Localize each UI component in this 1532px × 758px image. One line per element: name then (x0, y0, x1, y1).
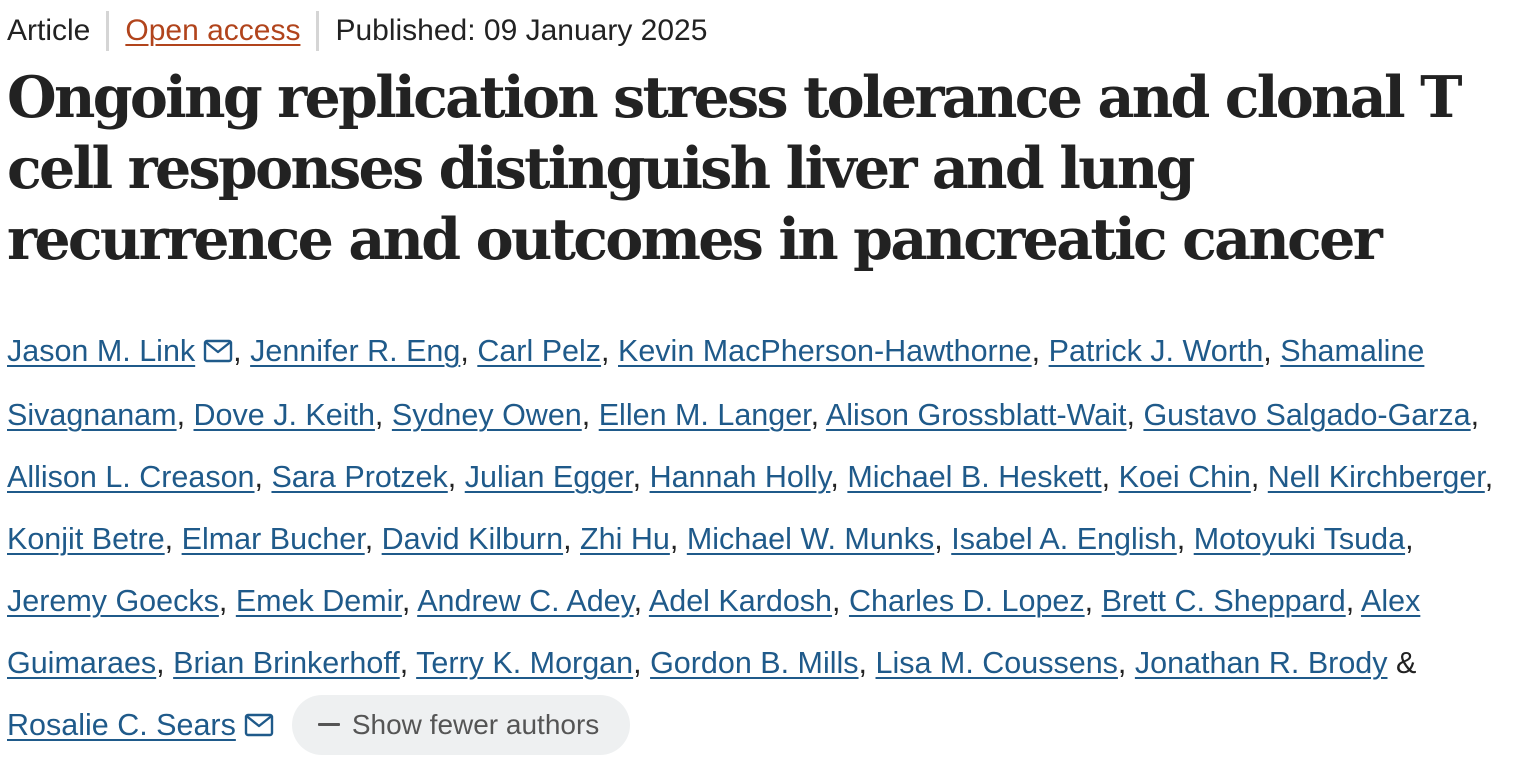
author-separator: , (164, 522, 182, 556)
author-separator: , (1484, 460, 1494, 494)
author-separator: , (1345, 584, 1361, 618)
author-link[interactable]: Adel Kardosh (648, 584, 833, 618)
author-separator: , (601, 334, 618, 368)
author-separator: , (1101, 460, 1119, 494)
author-separator: , (176, 398, 194, 432)
author-separator: , (633, 646, 651, 680)
author-separator: , (218, 584, 236, 618)
author-link[interactable]: Zhi Hu (580, 522, 670, 556)
author-link[interactable]: Dove J. Keith (193, 398, 375, 432)
author-link[interactable]: Brett C. Sheppard (1101, 584, 1346, 618)
author-link[interactable]: Shamaline Sivagnanam (7, 334, 1425, 432)
author-separator: , (832, 584, 849, 618)
author-link[interactable]: Allison L. Creason (7, 460, 255, 494)
author-separator: & (1387, 646, 1417, 680)
article-title: Ongoing replication stress tolerance and… (7, 64, 1463, 273)
email-icon[interactable] (203, 322, 233, 384)
show-fewer-authors-button[interactable]: Show fewer authors (291, 694, 631, 755)
author-link[interactable]: David Kilburn (381, 522, 564, 556)
author-link[interactable]: Isabel A. English (951, 522, 1177, 556)
author-link[interactable]: Jason M. Link (7, 334, 196, 368)
author-separator: , (460, 334, 478, 368)
author-separator: , (1084, 584, 1102, 618)
author-separator: , (563, 522, 581, 556)
published-date: Published: 09 January 2025 (335, 14, 708, 47)
author-separator: , (374, 398, 392, 432)
author-link[interactable]: Koei Chin (1118, 460, 1251, 494)
article-meta: Article Open access Published: 09 Januar… (7, 0, 1532, 62)
author-separator: , (1126, 398, 1144, 432)
show-fewer-authors-label: Show fewer authors (351, 708, 600, 740)
author-link[interactable]: Elmar Bucher (181, 522, 365, 556)
author-link[interactable]: Alison Grossblatt-Wait (825, 398, 1127, 432)
author-separator: , (254, 460, 272, 494)
author-link[interactable]: Terry K. Morgan (416, 646, 634, 680)
article-type: Article (7, 14, 91, 47)
author-link[interactable]: Michael B. Heskett (847, 460, 1102, 494)
author-separator: , (830, 460, 848, 494)
author-separator: , (1405, 522, 1414, 556)
author-link[interactable]: Hannah Holly (649, 460, 831, 494)
author-separator: , (1263, 334, 1281, 368)
author-separator: , (447, 460, 465, 494)
author-link[interactable]: Sara Protzek (271, 460, 448, 494)
author-link[interactable]: Carl Pelz (477, 334, 602, 368)
author-separator: , (581, 398, 599, 432)
author-link[interactable]: Jeremy Goecks (7, 584, 219, 618)
open-access-link[interactable]: Open access (125, 14, 301, 47)
author-separator: , (934, 522, 952, 556)
minus-icon (317, 723, 340, 727)
meta-divider (106, 11, 110, 51)
author-separator: , (633, 584, 649, 618)
author-link[interactable]: Charles D. Lopez (848, 584, 1085, 618)
author-separator: , (401, 584, 418, 618)
email-icon[interactable] (244, 696, 274, 758)
author-link[interactable]: Jonathan R. Brody (1134, 646, 1388, 680)
author-link[interactable]: Kevin MacPherson-Hawthorne (618, 334, 1032, 368)
author-link[interactable]: Gordon B. Mills (650, 646, 859, 680)
author-link[interactable]: Motoyuki Tsuda (1193, 522, 1406, 556)
author-link[interactable]: Patrick J. Worth (1048, 334, 1264, 368)
author-link[interactable]: Konjit Betre (7, 522, 165, 556)
author-separator: , (669, 522, 687, 556)
author-separator: , (810, 398, 826, 432)
author-separator: , (632, 460, 650, 494)
author-link[interactable]: Michael W. Munks (686, 522, 935, 556)
author-separator: , (1117, 646, 1135, 680)
author-link[interactable]: Emek Demir (235, 584, 402, 618)
author-separator: , (1250, 460, 1268, 494)
author-link[interactable]: Jennifer R. Eng (250, 334, 461, 368)
author-link[interactable]: Gustavo Salgado-Garza (1143, 398, 1471, 432)
author-separator: , (364, 522, 382, 556)
author-link[interactable]: Andrew C. Adey (417, 584, 634, 618)
author-list: Jason M. Link, Jennifer R. Eng, Carl Pel… (7, 320, 1517, 758)
author-link[interactable]: Brian Brinkerhoff (173, 646, 400, 680)
author-separator: , (858, 646, 876, 680)
author-link[interactable]: Rosalie C. Sears (7, 708, 236, 742)
article-header: Article Open access Published: 09 Januar… (7, 0, 1532, 755)
meta-divider (316, 11, 320, 51)
author-separator: , (1470, 398, 1480, 432)
author-link[interactable]: Julian Egger (464, 460, 633, 494)
author-link[interactable]: Ellen M. Langer (598, 398, 811, 432)
author-separator: , (233, 334, 251, 368)
author-separator: , (1031, 334, 1049, 368)
author-link[interactable]: Sydney Owen (391, 398, 582, 432)
author-link[interactable]: Alex Guimaraes (7, 584, 1421, 680)
author-separator: , (399, 646, 417, 680)
author-separator: , (156, 646, 174, 680)
author-link[interactable]: Lisa M. Coussens (875, 646, 1118, 680)
author-link[interactable]: Nell Kirchberger (1267, 460, 1485, 494)
author-separator: , (1176, 522, 1194, 556)
